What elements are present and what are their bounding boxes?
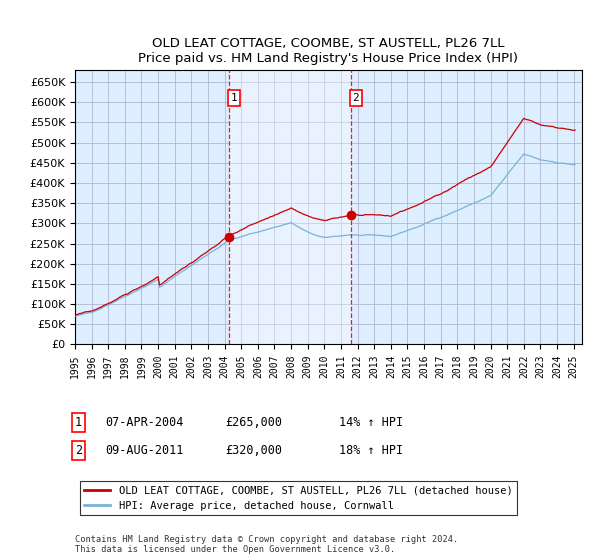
- Text: 1: 1: [231, 94, 238, 103]
- Text: £265,000: £265,000: [225, 416, 282, 430]
- Title: OLD LEAT COTTAGE, COOMBE, ST AUSTELL, PL26 7LL
Price paid vs. HM Land Registry's: OLD LEAT COTTAGE, COOMBE, ST AUSTELL, PL…: [139, 36, 518, 64]
- Text: 09-AUG-2011: 09-AUG-2011: [105, 444, 184, 458]
- Text: £320,000: £320,000: [225, 444, 282, 458]
- Text: 18% ↑ HPI: 18% ↑ HPI: [339, 444, 403, 458]
- Text: 14% ↑ HPI: 14% ↑ HPI: [339, 416, 403, 430]
- Bar: [229, 70, 351, 344]
- Text: 2: 2: [353, 94, 359, 103]
- Legend: OLD LEAT COTTAGE, COOMBE, ST AUSTELL, PL26 7LL (detached house), HPI: Average pr: OLD LEAT COTTAGE, COOMBE, ST AUSTELL, PL…: [80, 482, 517, 515]
- Text: 2: 2: [75, 444, 82, 458]
- Text: 07-APR-2004: 07-APR-2004: [105, 416, 184, 430]
- Text: 1: 1: [75, 416, 82, 430]
- Text: Contains HM Land Registry data © Crown copyright and database right 2024.
This d: Contains HM Land Registry data © Crown c…: [75, 535, 458, 554]
